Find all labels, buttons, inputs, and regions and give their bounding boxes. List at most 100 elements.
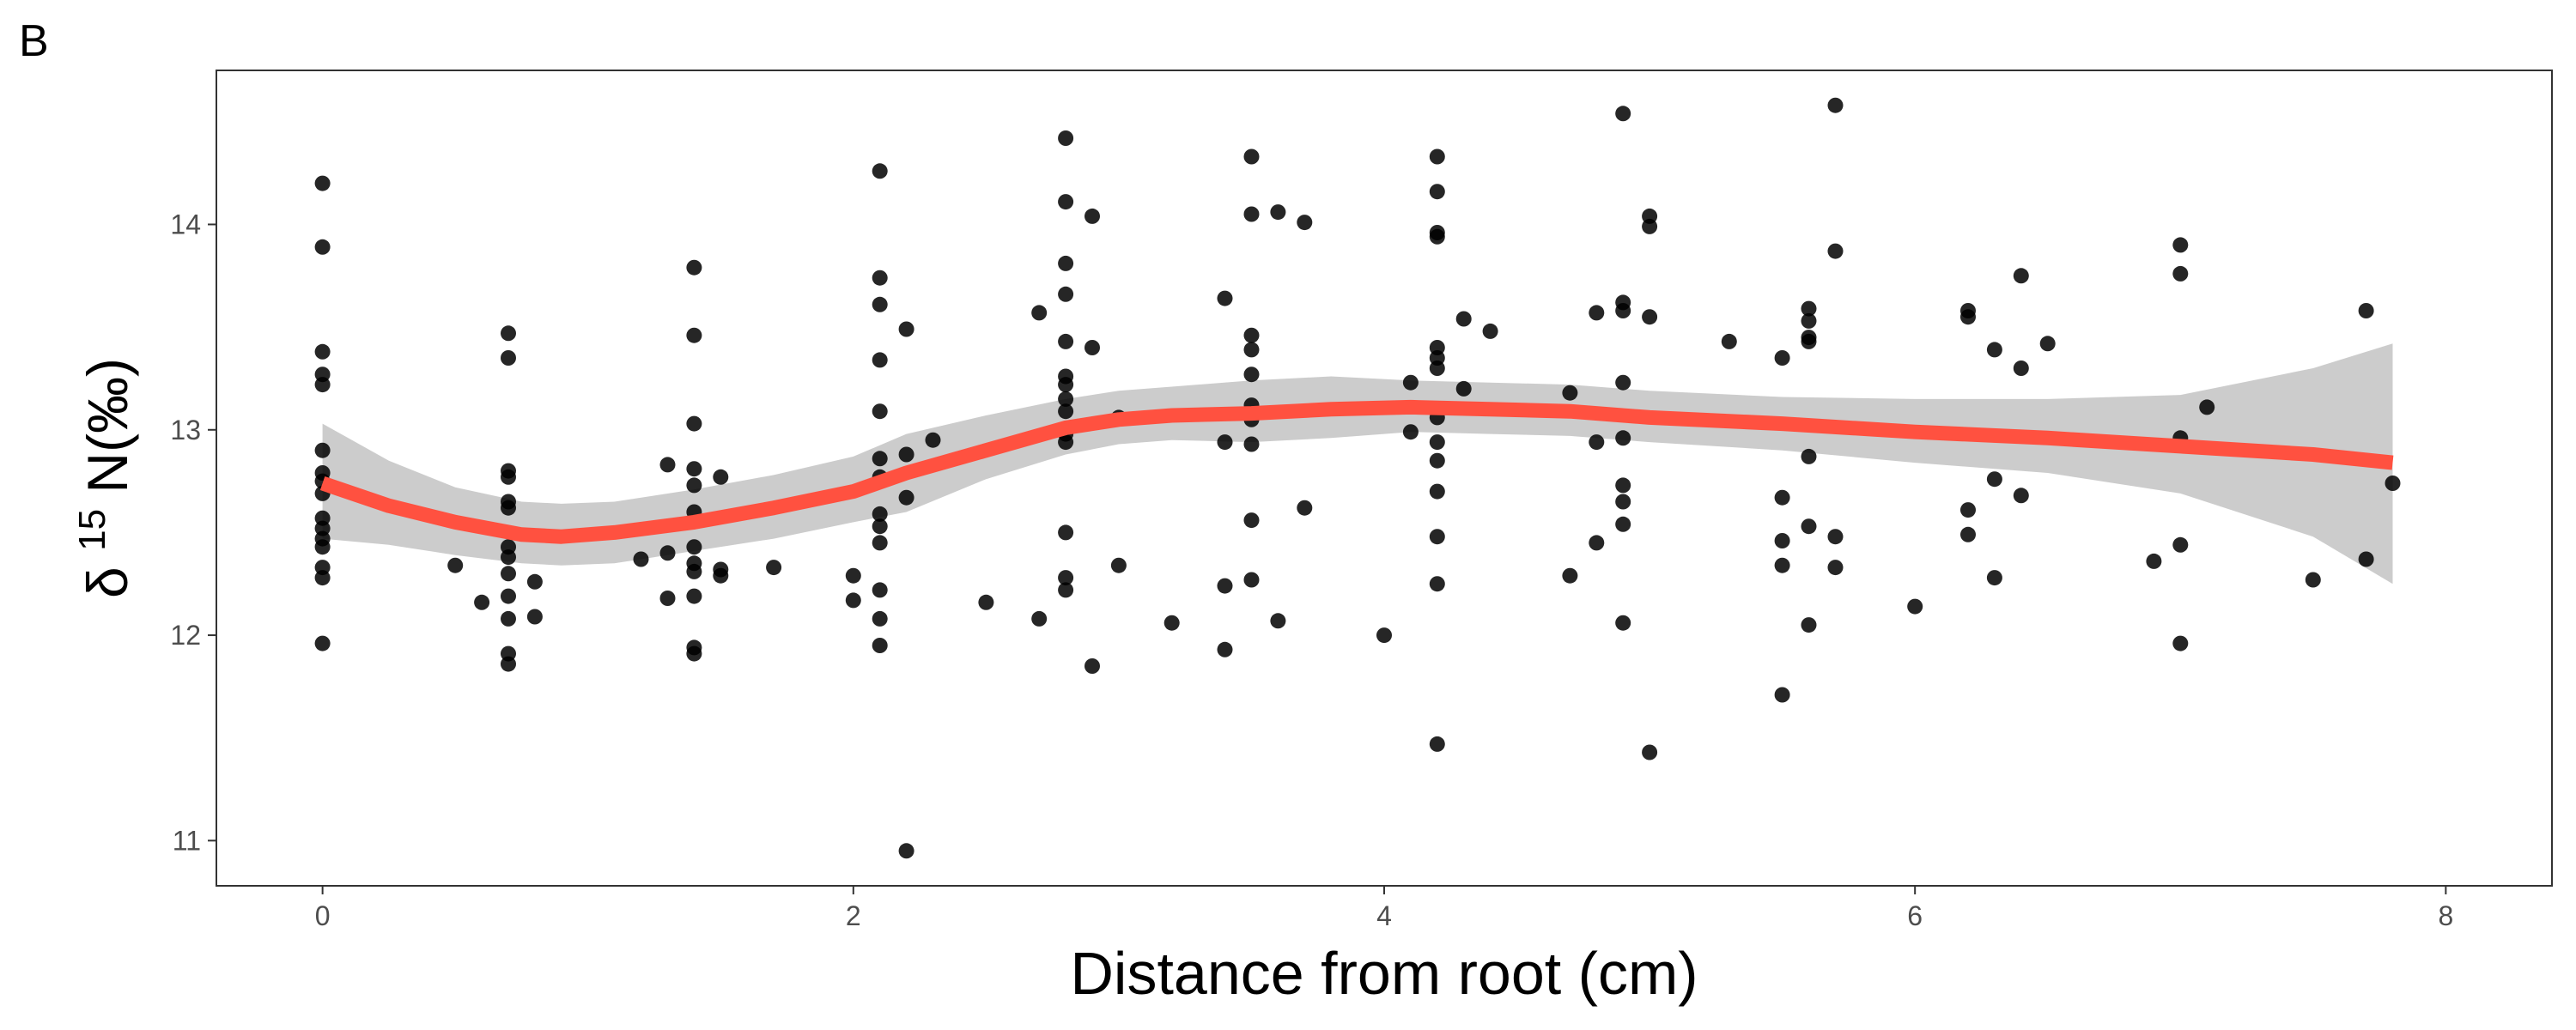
data-point [1960, 526, 1976, 542]
data-point [2199, 399, 2215, 415]
data-point [2146, 553, 2162, 569]
data-point [2358, 551, 2374, 567]
data-point [1058, 391, 1074, 407]
data-point [1058, 286, 1074, 302]
data-point [713, 469, 729, 485]
x-tick-label: 0 [315, 900, 331, 931]
data-point [1058, 524, 1074, 541]
data-point [1031, 305, 1048, 321]
data-point [1429, 452, 1445, 469]
data-point [1243, 512, 1260, 529]
data-point [1402, 374, 1419, 391]
data-point [1801, 300, 1817, 317]
data-point [872, 535, 888, 551]
data-point [686, 563, 702, 579]
data-point [314, 570, 331, 586]
data-point [686, 588, 702, 604]
data-point [2358, 303, 2374, 318]
data-point [1163, 615, 1180, 631]
data-point [1429, 360, 1445, 376]
data-point [1243, 148, 1260, 165]
data-point [1615, 615, 1631, 631]
data-point [314, 175, 331, 191]
data-point [1562, 567, 1578, 584]
data-point [872, 352, 888, 368]
y-tick-label: 12 [170, 620, 201, 651]
data-point [1774, 350, 1790, 366]
data-point [1429, 576, 1445, 592]
data-point [1827, 529, 1844, 545]
data-point [1642, 218, 1658, 234]
data-point [501, 610, 516, 627]
data-point [845, 567, 861, 584]
data-point [501, 566, 516, 582]
data-point [501, 549, 516, 566]
data-point [686, 477, 702, 494]
data-point [501, 469, 516, 485]
x-axis: 0 2 4 6 8 [315, 886, 2453, 931]
data-point [1429, 184, 1445, 200]
data-point [1615, 374, 1631, 391]
data-point [1058, 194, 1074, 210]
y-tick-label: 14 [170, 209, 201, 239]
data-point [1615, 494, 1631, 510]
data-point [1482, 323, 1498, 339]
data-point [501, 325, 516, 342]
data-point [2172, 265, 2189, 282]
data-point [314, 377, 331, 393]
data-point [1589, 305, 1605, 321]
data-point [474, 594, 490, 610]
data-point [1615, 430, 1631, 446]
y-axis: 11 12 13 14 [170, 209, 216, 856]
confidence-band-layer [322, 343, 2393, 585]
data-point [526, 573, 543, 590]
data-point [898, 446, 914, 463]
data-point [1774, 687, 1790, 703]
data-point [314, 635, 331, 651]
data-point [2013, 360, 2029, 376]
data-point [1986, 471, 2002, 488]
data-point [872, 403, 888, 420]
data-point [1960, 502, 1976, 518]
data-point [686, 539, 702, 555]
data-point [1429, 529, 1445, 545]
data-point [1031, 610, 1048, 627]
data-point [872, 582, 888, 598]
data-point [1243, 367, 1260, 383]
data-point [872, 518, 888, 535]
y-axis-title: δ 15 N(‰) [53, 358, 139, 598]
data-point [1642, 309, 1658, 325]
data-point [872, 506, 888, 522]
data-point [1243, 436, 1260, 452]
y-axis-title-prefix: δ [76, 566, 139, 598]
data-point [686, 259, 702, 276]
data-point [1058, 377, 1074, 393]
data-point [2172, 536, 2189, 553]
confidence-band [322, 343, 2393, 585]
data-point [872, 451, 888, 467]
data-point [1243, 206, 1260, 222]
data-point [1801, 448, 1817, 464]
data-point [2039, 336, 2056, 352]
data-point [659, 545, 676, 561]
data-point [1774, 489, 1790, 506]
data-point [1455, 311, 1472, 327]
data-point [2013, 488, 2029, 504]
data-point [1297, 215, 1313, 231]
data-point [686, 645, 702, 662]
data-point [898, 321, 914, 337]
data-point [1429, 483, 1445, 500]
data-point [1217, 578, 1233, 594]
data-point [1986, 342, 2002, 358]
panel-label: B [19, 16, 49, 66]
data-point [2385, 476, 2401, 491]
data-point [314, 239, 331, 255]
data-point [1058, 434, 1074, 451]
data-point [1243, 327, 1260, 343]
data-point [1562, 385, 1578, 401]
data-point [314, 343, 331, 360]
data-point [1297, 500, 1313, 516]
data-point [1907, 598, 1923, 615]
data-point [1774, 557, 1790, 573]
